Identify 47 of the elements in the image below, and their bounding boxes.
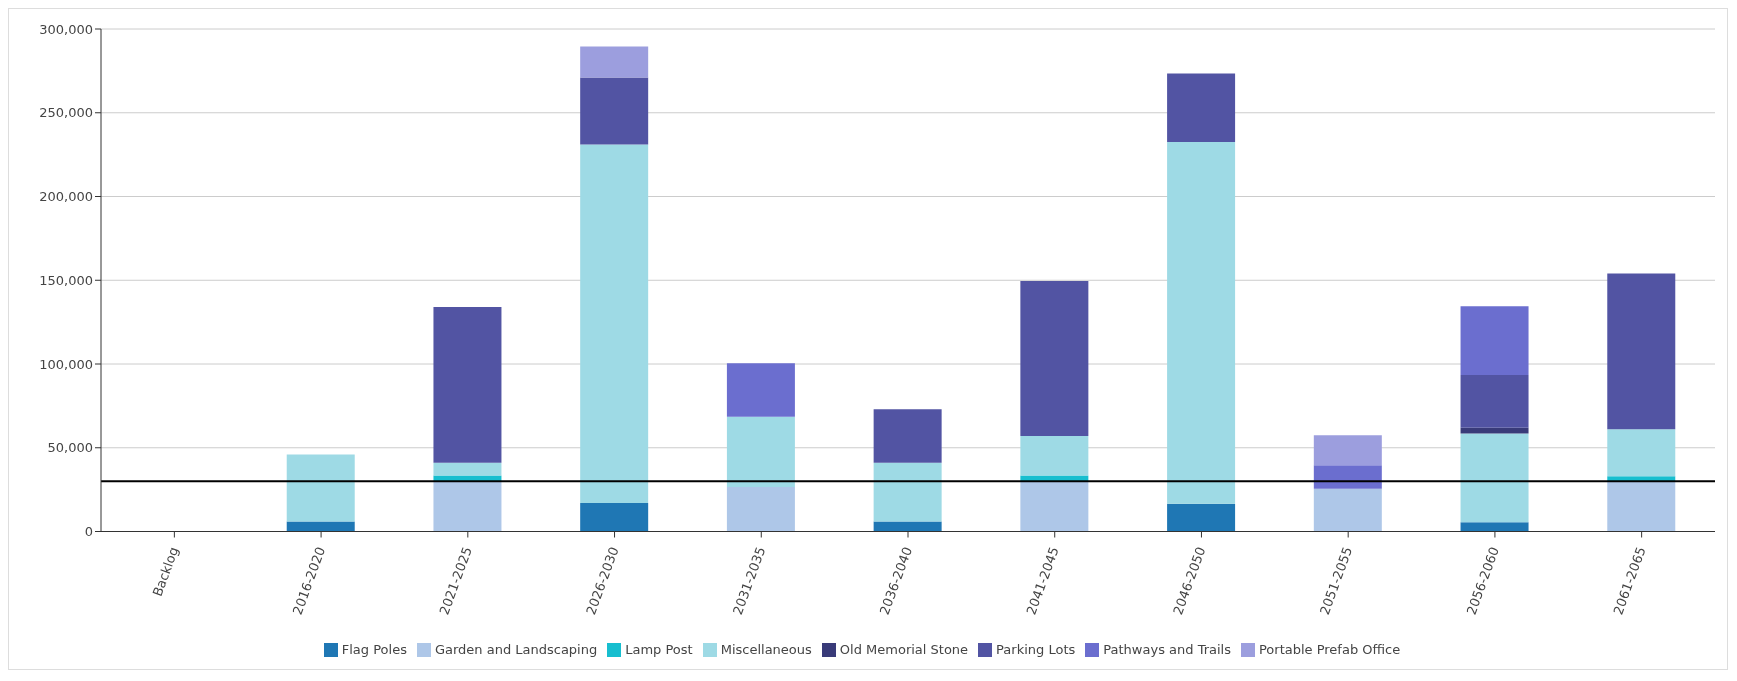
bar — [286, 521, 355, 532]
bar — [580, 503, 649, 532]
legend-label: Garden and Landscaping — [434, 641, 598, 657]
bar — [1167, 73, 1236, 143]
legend-label: Pathways and Trails — [1103, 641, 1231, 657]
bar — [433, 462, 502, 476]
bar — [1460, 374, 1529, 428]
legend-label: Old Memorial Stone — [839, 641, 969, 657]
bar — [580, 144, 649, 504]
y-tick-label: 50,000 — [47, 440, 93, 456]
bar — [1460, 306, 1529, 375]
bar — [433, 307, 502, 463]
y-tick-label: 300,000 — [39, 21, 93, 37]
legend-label: Parking Lots — [996, 641, 1076, 657]
bar — [1313, 435, 1382, 466]
bar — [1020, 481, 1089, 532]
bar — [1460, 433, 1529, 523]
bar — [873, 462, 942, 522]
bar — [726, 363, 795, 417]
legend-label: Lamp Post — [625, 641, 693, 657]
bar — [1460, 522, 1529, 532]
bar — [1167, 503, 1236, 532]
bar — [726, 416, 795, 488]
legend-label: Flag Poles — [341, 641, 407, 657]
bar — [726, 487, 795, 532]
bar — [286, 454, 355, 522]
bar — [873, 521, 942, 532]
bar — [1607, 429, 1676, 477]
y-tick-label: 0 — [84, 524, 93, 540]
bar — [1607, 481, 1676, 532]
bar — [1607, 273, 1676, 430]
y-tick-label: 100,000 — [39, 356, 93, 372]
legend-label: Portable Prefab Office — [1258, 641, 1401, 657]
bar — [873, 409, 942, 463]
legend-label: Miscellaneous — [720, 641, 812, 657]
bar — [1313, 488, 1382, 532]
bar — [1460, 427, 1529, 434]
bar — [1167, 142, 1236, 504]
y-tick-label: 250,000 — [39, 105, 93, 121]
bar — [1313, 465, 1382, 489]
bar — [1020, 436, 1089, 476]
bar — [580, 77, 649, 145]
bar — [1020, 281, 1089, 437]
bar — [580, 46, 649, 78]
y-tick-label: 200,000 — [39, 189, 93, 205]
y-tick-label: 150,000 — [39, 272, 93, 288]
bar — [433, 481, 502, 532]
